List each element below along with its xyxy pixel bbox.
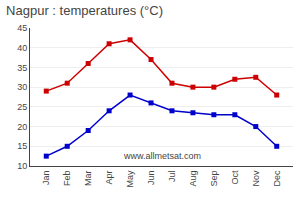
svg-text:Apr: Apr	[104, 171, 114, 185]
svg-text:40: 40	[17, 43, 27, 53]
svg-text:Nov: Nov	[251, 170, 261, 187]
svg-text:www.allmetsat.com: www.allmetsat.com	[123, 151, 201, 161]
svg-text:35: 35	[17, 63, 27, 73]
svg-text:15: 15	[17, 141, 27, 151]
svg-text:45: 45	[17, 23, 27, 33]
svg-text:10: 10	[17, 161, 27, 171]
svg-text:25: 25	[17, 102, 27, 112]
svg-text:Aug: Aug	[188, 171, 198, 187]
svg-text:May: May	[125, 170, 135, 188]
svg-text:Dec: Dec	[272, 170, 282, 187]
svg-text:Oct: Oct	[230, 170, 240, 185]
svg-text:Nagpur : temperatures (°C): Nagpur : temperatures (°C)	[6, 3, 163, 18]
svg-text:20: 20	[17, 122, 27, 132]
svg-text:Jul: Jul	[167, 171, 177, 183]
svg-text:Sep: Sep	[209, 171, 219, 187]
svg-text:Jun: Jun	[146, 171, 156, 186]
svg-text:Feb: Feb	[62, 171, 72, 187]
svg-text:Mar: Mar	[83, 171, 93, 187]
svg-text:30: 30	[17, 82, 27, 92]
svg-text:Jan: Jan	[41, 171, 51, 186]
